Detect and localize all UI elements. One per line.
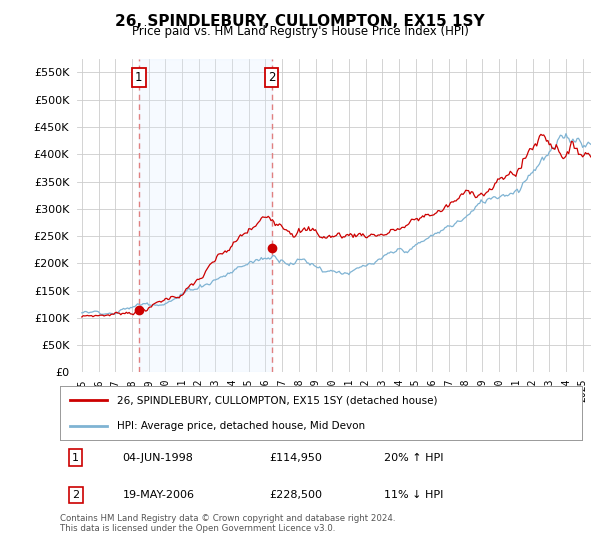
Text: 2: 2	[72, 490, 79, 500]
Text: 19-MAY-2006: 19-MAY-2006	[122, 490, 194, 500]
Text: 2: 2	[268, 71, 275, 85]
Text: HPI: Average price, detached house, Mid Devon: HPI: Average price, detached house, Mid …	[118, 421, 365, 431]
Text: 26, SPINDLEBURY, CULLOMPTON, EX15 1SY (detached house): 26, SPINDLEBURY, CULLOMPTON, EX15 1SY (d…	[118, 395, 438, 405]
Text: £114,950: £114,950	[269, 453, 322, 463]
Bar	[139, 59, 272, 372]
Text: 04-JUN-1998: 04-JUN-1998	[122, 453, 194, 463]
Text: 26, SPINDLEBURY, CULLOMPTON, EX15 1SY: 26, SPINDLEBURY, CULLOMPTON, EX15 1SY	[115, 14, 485, 29]
Text: 20% ↑ HPI: 20% ↑ HPI	[383, 453, 443, 463]
Text: Contains HM Land Registry data © Crown copyright and database right 2024.
This d: Contains HM Land Registry data © Crown c…	[60, 514, 395, 534]
Text: £228,500: £228,500	[269, 490, 322, 500]
Text: 11% ↓ HPI: 11% ↓ HPI	[383, 490, 443, 500]
Text: 1: 1	[135, 71, 143, 85]
Text: 1: 1	[72, 453, 79, 463]
Text: Price paid vs. HM Land Registry's House Price Index (HPI): Price paid vs. HM Land Registry's House …	[131, 25, 469, 38]
